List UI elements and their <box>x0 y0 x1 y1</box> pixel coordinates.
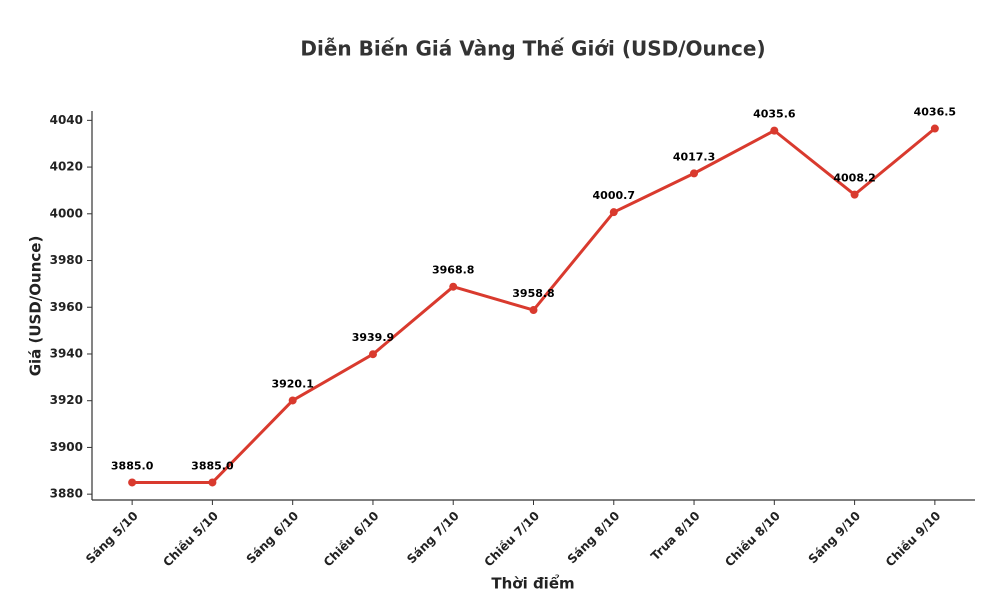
x-tick-label: Trưa 8/10 <box>648 509 702 563</box>
data-point <box>449 282 458 291</box>
x-axis-label: Thời điểm <box>491 574 574 593</box>
x-tick-label: Sáng 7/10 <box>404 509 462 567</box>
y-tick-label: 3880 <box>50 487 83 501</box>
value-label: 3885.0 <box>111 459 154 472</box>
value-label: 3920.1 <box>271 377 313 390</box>
y-tick-label: 3940 <box>50 346 83 360</box>
value-label: 3958.8 <box>512 287 554 300</box>
value-label: 3885.0 <box>191 459 234 472</box>
value-label: 3939.9 <box>352 331 394 344</box>
data-point <box>690 169 699 178</box>
x-tick-label: Chiều 8/10 <box>722 509 783 570</box>
y-tick-label: 3980 <box>50 253 83 267</box>
x-tick-label: Sáng 6/10 <box>244 509 302 567</box>
y-tick-label: 4040 <box>50 113 83 127</box>
x-tick-label: Chiều 7/10 <box>481 509 542 570</box>
y-tick-label: 3920 <box>50 393 83 407</box>
value-label: 3968.8 <box>432 264 474 277</box>
data-point <box>529 306 538 315</box>
y-tick-label: 3960 <box>50 300 83 314</box>
y-tick-label: 4000 <box>50 206 83 220</box>
y-axis-label: Giá (USD/Ounce) <box>27 236 45 377</box>
line-series <box>132 127 936 484</box>
x-tick-label: Chiều 9/10 <box>883 509 944 570</box>
value-label: 4017.3 <box>673 150 715 163</box>
x-tick-label: Chiều 6/10 <box>321 509 382 570</box>
y-tick-label: 3900 <box>50 440 83 454</box>
data-point <box>288 396 297 405</box>
data-point <box>128 478 137 487</box>
value-label: 4008.2 <box>833 172 875 185</box>
chart-title: Diễn Biến Giá Vàng Thế Giới (USD/Ounce) <box>300 37 765 61</box>
data-point <box>208 478 217 487</box>
data-point <box>609 208 618 217</box>
data-point <box>368 350 377 359</box>
x-tick-label: Sáng 5/10 <box>83 509 141 567</box>
x-tick-label: Chiều 5/10 <box>160 509 221 570</box>
data-point <box>770 126 779 135</box>
x-tick-label: Sáng 8/10 <box>565 509 623 567</box>
value-label: 4036.5 <box>914 106 956 119</box>
value-label: 4035.6 <box>753 108 796 121</box>
value-label: 4000.7 <box>593 189 635 202</box>
data-point <box>930 124 939 133</box>
y-tick-label: 4020 <box>50 160 83 174</box>
x-tick-label: Sáng 9/10 <box>806 509 864 567</box>
data-point <box>850 190 859 199</box>
